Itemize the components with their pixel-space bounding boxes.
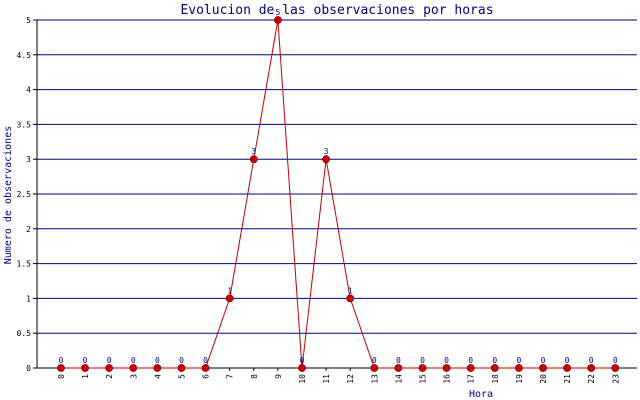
data-point	[563, 364, 571, 372]
series	[57, 16, 620, 372]
y-tick-label: 1	[26, 294, 31, 303]
series-line	[61, 19, 616, 369]
data-point	[322, 155, 331, 164]
data-label: 0	[444, 356, 449, 365]
data-point	[129, 364, 138, 372]
data-label: 0	[203, 356, 208, 365]
x-tick-label: 22	[587, 374, 596, 384]
x-tick-label: 17	[467, 374, 476, 384]
x-tick-label: 9	[274, 374, 283, 379]
data-point	[298, 364, 306, 372]
data-label: 0	[107, 356, 112, 365]
data-point	[587, 364, 596, 372]
y-tick-label: 4.5	[17, 51, 32, 60]
data-label: 3	[251, 147, 256, 156]
x-tick-labels: 0 1 2 3 4 5 6 7 8 9 10 11 12 13 14 15 16 17 18 19 20 21 22 23	[57, 374, 620, 384]
data-point	[153, 364, 162, 372]
data-point	[466, 364, 475, 372]
x-tick-label: 0	[57, 374, 66, 379]
x-tick-label: 19	[515, 374, 524, 384]
data-label: 0	[492, 356, 497, 365]
data-point	[81, 364, 89, 372]
data-label: 0	[179, 356, 184, 365]
data-label: 0	[420, 356, 425, 365]
data-label: 0	[131, 356, 136, 365]
data-label: 0	[396, 356, 401, 365]
data-point	[346, 294, 355, 303]
y-tick-labels: 0 0.5 1 1.5 2 2.5 3 3.5 4 4.5 5	[17, 16, 32, 373]
data-label: 1	[227, 286, 232, 295]
axes	[33, 19, 637, 371]
y-tick-label: 3.5	[17, 120, 32, 129]
y-tick-label: 0	[26, 364, 31, 373]
data-label: 0	[589, 356, 594, 365]
y-tick-label: 5	[26, 16, 31, 25]
data-point	[249, 155, 258, 164]
gridlines	[37, 19, 637, 334]
data-point	[515, 364, 523, 372]
data-label: 0	[155, 356, 160, 365]
x-tick-label: 21	[563, 374, 572, 384]
x-tick-label: 2	[105, 374, 114, 379]
data-label: 1	[348, 286, 353, 295]
y-tick-label: 2.5	[17, 190, 32, 199]
data-label: 0	[300, 356, 305, 365]
data-label: 3	[324, 147, 329, 156]
x-tick-label: 18	[491, 374, 500, 384]
data-label: 0	[468, 356, 473, 365]
data-label: 0	[83, 356, 88, 365]
data-point	[57, 364, 65, 372]
y-axis-label: Numero de observaciones	[3, 126, 14, 264]
data-point	[201, 364, 210, 372]
data-point	[539, 364, 547, 372]
x-tick-label: 5	[178, 374, 187, 379]
data-point	[225, 294, 234, 303]
data-point	[442, 364, 451, 372]
x-tick-label: 10	[298, 374, 307, 384]
x-tick-label: 3	[129, 374, 138, 379]
x-tick-label: 8	[250, 374, 259, 379]
x-tick-label: 16	[443, 374, 452, 384]
data-point	[105, 364, 114, 372]
data-label: 0	[516, 356, 521, 365]
data-label: 0	[372, 356, 377, 365]
x-tick-label: 23	[611, 374, 620, 384]
data-label: 0	[613, 356, 618, 365]
data-label: 0	[541, 356, 546, 365]
chart-title: Evolucion de las observaciones por horas	[180, 3, 493, 18]
x-tick-label: 4	[153, 374, 162, 379]
x-tick-label: 13	[370, 374, 379, 384]
data-labels: 0 0 0 0 0 0 0 1 3 5 0 3 1 0 0 0 0 0 0 0 0 0 0 0	[59, 8, 618, 365]
y-tick-label: 1.5	[17, 260, 32, 269]
data-label: 0	[565, 356, 570, 365]
data-point	[177, 364, 186, 372]
x-tick-label: 12	[346, 374, 355, 384]
x-tick-label: 11	[322, 374, 331, 384]
y-tick-label: 0.5	[17, 329, 32, 338]
data-point	[611, 364, 620, 372]
x-tick-label: 7	[226, 374, 235, 379]
data-point	[273, 16, 282, 24]
x-tick-label: 6	[202, 374, 211, 379]
y-tick-label: 4	[26, 86, 31, 95]
data-point	[370, 364, 379, 372]
data-label: 5	[275, 8, 280, 17]
x-tick-label: 14	[394, 374, 403, 384]
y-tick-label: 2	[26, 225, 31, 234]
data-point	[394, 364, 403, 372]
x-tick-label: 1	[81, 374, 90, 379]
data-point	[490, 364, 499, 372]
data-point	[418, 364, 427, 372]
x-tick-label: 15	[419, 374, 428, 384]
data-label: 0	[59, 356, 64, 365]
x-tick-label: 20	[539, 374, 548, 384]
x-axis-label: Hora	[469, 389, 493, 400]
y-tick-label: 3	[26, 155, 31, 164]
